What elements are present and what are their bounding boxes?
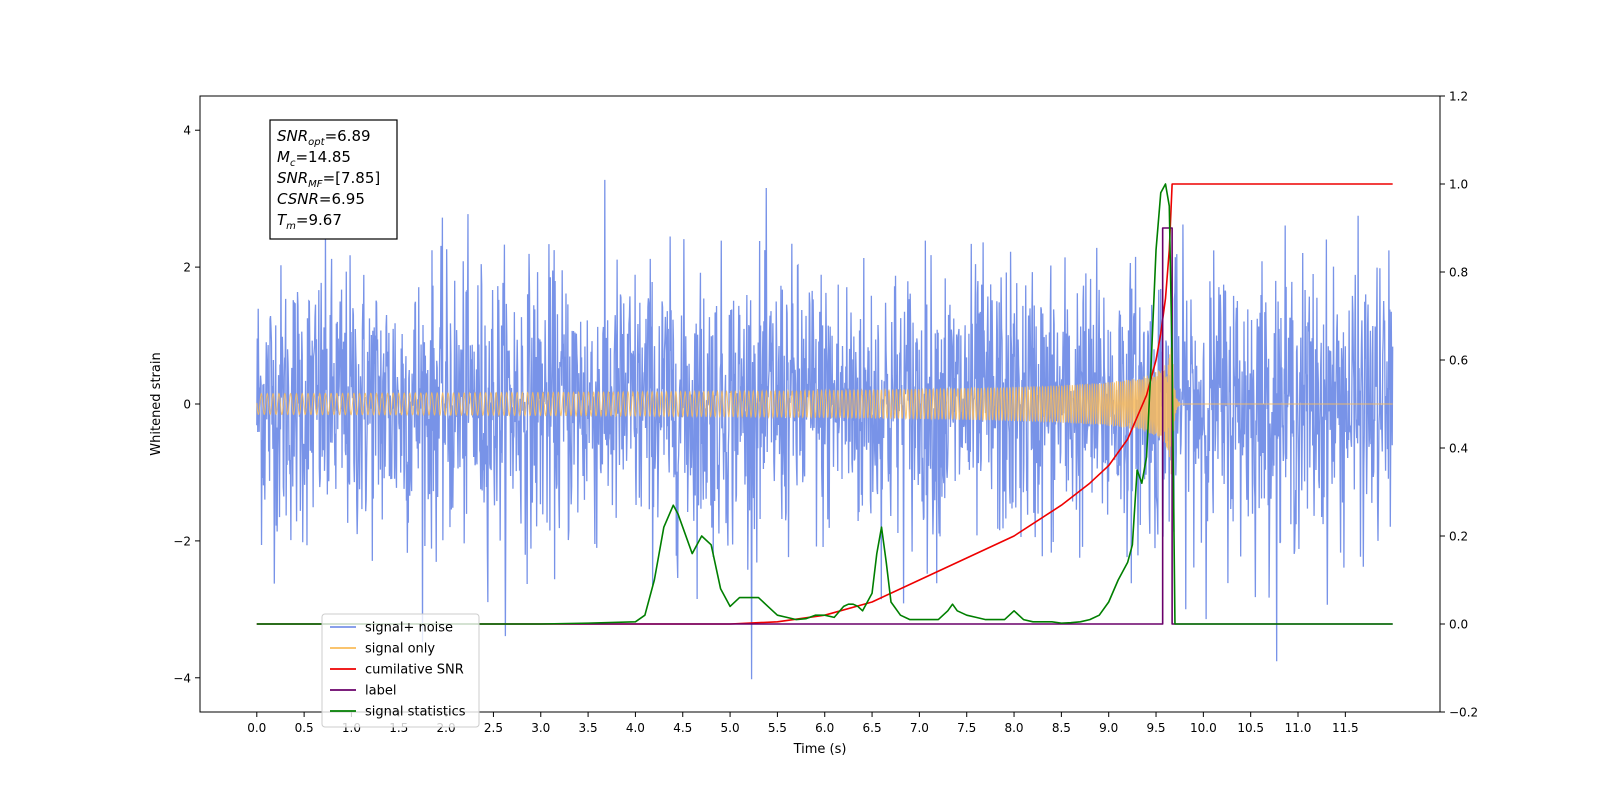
legend-label: signal only bbox=[365, 642, 435, 657]
x-tick-label: 7.5 bbox=[957, 721, 976, 735]
right-y-tick-label: −0.2 bbox=[1449, 706, 1478, 720]
right-y-tick-label: 0.0 bbox=[1449, 618, 1468, 632]
legend-label: label bbox=[365, 684, 396, 699]
legend-label: signal+ noise bbox=[365, 621, 453, 636]
x-tick-label: 9.0 bbox=[1099, 721, 1118, 735]
legend: signal+ noise signal only cumilative SNR la… bbox=[321, 613, 480, 728]
legend-box bbox=[321, 613, 480, 728]
x-tick-label: 6.0 bbox=[815, 721, 834, 735]
annotation-line: Mc=14.85 bbox=[277, 148, 351, 169]
x-tick-label: 10.5 bbox=[1237, 721, 1264, 735]
annotation-line: CSNR=6.95 bbox=[277, 190, 365, 208]
x-tick-label: 9.5 bbox=[1146, 721, 1165, 735]
y-axis-label: Whitened strain bbox=[149, 352, 164, 455]
right-y-tick-label: 1.0 bbox=[1449, 178, 1468, 192]
left-y-tick-label: 4 bbox=[183, 124, 191, 138]
x-tick-label: 4.0 bbox=[626, 721, 645, 735]
right-y-axis: 1.2 1.0 0.8 0.6 0.4 0.2 0.0 −0.2 bbox=[1440, 90, 1478, 720]
x-tick-label: 2.5 bbox=[484, 721, 503, 735]
x-tick-label: 0.5 bbox=[295, 721, 314, 735]
right-y-tick-label: 0.2 bbox=[1449, 530, 1468, 544]
series-layer bbox=[256, 179, 1394, 680]
x-tick-label: 8.5 bbox=[1052, 721, 1071, 735]
x-tick-label: 5.0 bbox=[721, 721, 740, 735]
x-tick-label: 3.0 bbox=[531, 721, 550, 735]
right-y-tick-label: 0.4 bbox=[1449, 442, 1468, 456]
series-signal-only bbox=[256, 324, 1393, 475]
legend-label: cumilative SNR bbox=[365, 663, 464, 678]
x-tick-label: 10.0 bbox=[1190, 721, 1217, 735]
metrics-annotation: SNRopt=6.89Mc=14.85SNRMF=[7.85]CSNR=6.95… bbox=[269, 119, 398, 240]
x-tick-label: 8.0 bbox=[1004, 721, 1023, 735]
x-tick-label: 11.5 bbox=[1332, 721, 1359, 735]
x-tick-label: 4.5 bbox=[673, 721, 692, 735]
annotation-line: SNRopt=6.89 bbox=[277, 127, 371, 148]
left-y-axis: 4 2 0 −2 −4 bbox=[173, 124, 200, 685]
annotation-box bbox=[269, 119, 398, 240]
x-tick-label: 11.0 bbox=[1285, 721, 1312, 735]
left-y-tick-label: 0 bbox=[183, 398, 191, 412]
right-y-tick-label: 0.8 bbox=[1449, 266, 1468, 280]
left-y-tick-label: 2 bbox=[183, 261, 191, 275]
annotation-line: Tm=9.67 bbox=[277, 211, 342, 232]
right-y-tick-label: 1.2 bbox=[1449, 90, 1468, 104]
x-tick-label: 6.5 bbox=[863, 721, 882, 735]
x-tick-label: 5.5 bbox=[768, 721, 787, 735]
x-tick-label: 7.0 bbox=[910, 721, 929, 735]
x-axis-label: Time (s) bbox=[793, 742, 847, 757]
left-y-tick-label: −4 bbox=[173, 671, 191, 685]
left-y-tick-label: −2 bbox=[173, 534, 191, 548]
legend-label: signal statistics bbox=[365, 705, 466, 720]
x-tick-label: 3.5 bbox=[579, 721, 598, 735]
annotation-line: SNRMF=[7.85] bbox=[277, 169, 380, 190]
x-tick-label: 0.0 bbox=[247, 721, 266, 735]
series-signal-statistics bbox=[256, 183, 1393, 625]
right-y-tick-label: 0.6 bbox=[1449, 354, 1468, 368]
